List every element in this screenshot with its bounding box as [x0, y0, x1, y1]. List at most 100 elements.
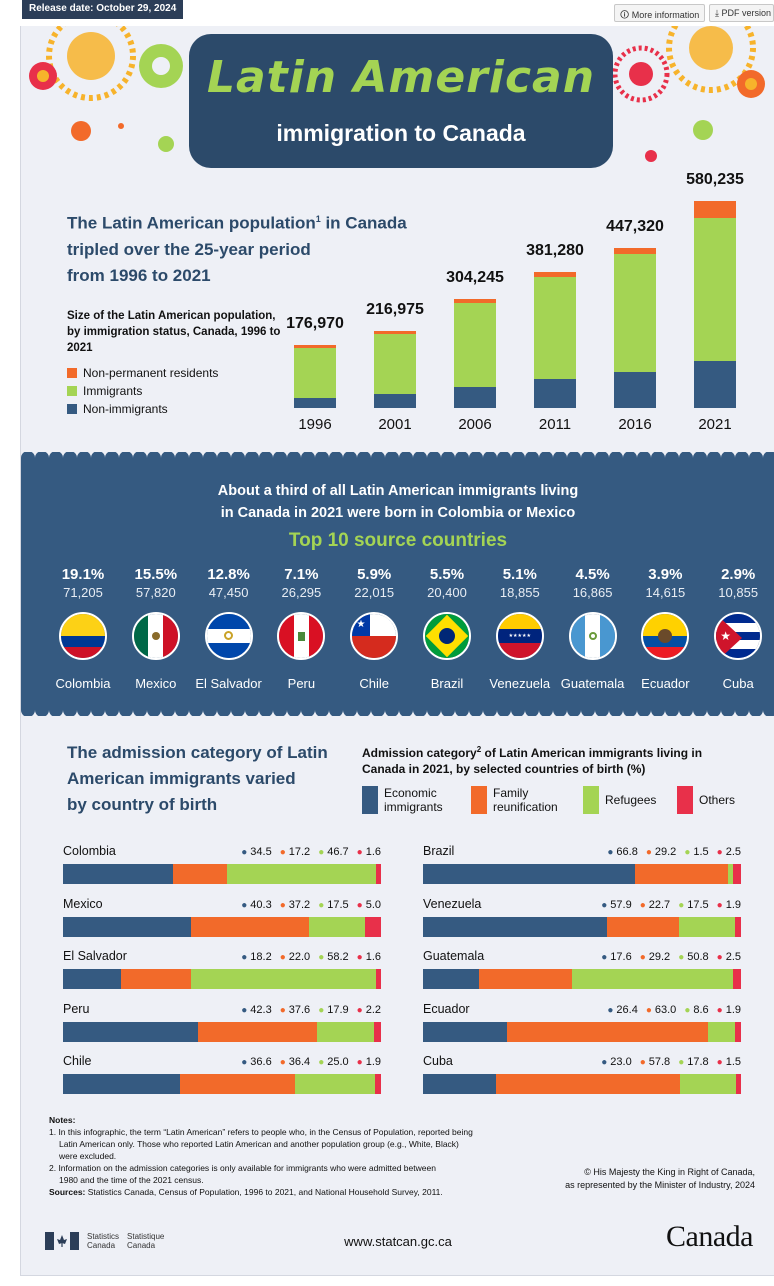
admission-values: 17.6 29.2 50.8 2.5 — [601, 951, 741, 963]
admission-bar — [423, 1021, 741, 1042]
value-e: 34.5 — [241, 846, 271, 858]
bar-segment-e — [423, 1021, 508, 1042]
legend-others: Others — [677, 786, 757, 814]
legend-economic: Economic immigrants — [362, 786, 472, 814]
s1-title-line1b: in Canada — [320, 213, 407, 233]
bar-segment-e — [63, 864, 173, 884]
admission-bar — [63, 969, 381, 989]
admission-bar — [423, 864, 741, 884]
value-o: 2.5 — [717, 846, 741, 858]
legend-swatch-orange — [67, 368, 77, 378]
bar-non-permanent-residents-2021 — [694, 200, 736, 218]
bar-immigrants-1996 — [294, 348, 336, 398]
bar-segment-e — [423, 864, 636, 884]
admission-country: Guatemala — [423, 949, 485, 963]
website-link[interactable]: www.statcan.gc.ca — [344, 1234, 452, 1249]
country-percentage: 19.1% — [61, 566, 105, 583]
bar-segment-o — [374, 1074, 381, 1094]
bar-segment-e — [63, 969, 121, 989]
top-bar: Release date: October 29, 2024 🛈 More in… — [0, 0, 774, 26]
country-name: Venezuela — [489, 676, 551, 691]
legend-label: Refugees — [605, 793, 657, 807]
admission-country: Colombia — [63, 844, 116, 858]
country-count: 26,295 — [281, 585, 322, 600]
bar-immigrants-2001 — [374, 334, 416, 395]
legend-label: Others — [699, 793, 736, 807]
value-r: 50.8 — [678, 951, 708, 963]
bar-total-label: 580,235 — [686, 170, 744, 188]
admission-bar — [63, 1021, 381, 1042]
country-guatemala: 4.5% 16,865 Guatemala — [555, 566, 631, 691]
bar-year-label: 1996 — [298, 416, 332, 433]
admission-bar — [63, 864, 381, 884]
chart-description: Size of the Latin American population, b… — [67, 310, 281, 354]
bar-segment-f — [179, 1074, 296, 1094]
bar-total-label: 381,280 — [526, 241, 584, 259]
bar-non-permanent-residents-2011 — [534, 271, 576, 277]
bar-segment-r — [679, 1074, 737, 1094]
admission-values: 57.9 22.7 17.5 1.9 — [601, 899, 741, 911]
value-e: 57.9 — [601, 899, 631, 911]
footer: Statistics Canada Statistique Canada www.s… — [21, 1214, 774, 1270]
bar-segment-f — [496, 1074, 680, 1094]
bar-segment-o — [375, 864, 381, 884]
bar-segment-f — [172, 864, 228, 884]
legend-family: Family reunification — [471, 786, 581, 814]
more-information-button[interactable]: 🛈 More information — [614, 4, 705, 22]
country-mexico: 15.5% 57,820 Mexico — [118, 566, 194, 691]
chile-flag-icon: ★ — [350, 612, 399, 660]
bar-segment-f — [197, 1021, 318, 1042]
admission-values: 40.3 37.2 17.5 5.0 — [241, 899, 381, 911]
bar-segment-f — [478, 969, 572, 989]
canada-flag-icon — [45, 1232, 79, 1250]
statcan-logo[interactable]: Statistics Canada Statistique Canada — [45, 1232, 164, 1250]
note1-line1: 1. In this infographic, the term “Latin … — [49, 1127, 473, 1137]
legend-label: Immigrants — [83, 384, 143, 398]
value-r: 17.9 — [318, 1004, 348, 1016]
bar-segment-e — [423, 1074, 497, 1094]
admission-row-cuba: Cuba 23.0 57.8 17.8 1.5 — [423, 1054, 741, 1098]
value-o: 2.2 — [357, 1004, 381, 1016]
value-e: 26.4 — [607, 1004, 637, 1016]
bar-non-immigrants-2011 — [534, 378, 576, 408]
bar-segment-e — [423, 916, 608, 937]
value-o: 2.5 — [717, 951, 741, 963]
bar-segment-o — [365, 916, 381, 937]
country-name: El Salvador — [195, 676, 262, 691]
bar-segment-f — [607, 916, 680, 937]
bar-segment-r — [571, 969, 734, 989]
value-e: 36.6 — [241, 1056, 271, 1068]
value-e: 17.6 — [601, 951, 631, 963]
bar-segment-r — [707, 1021, 735, 1042]
value-r: 58.2 — [318, 951, 348, 963]
admission-values: 66.8 29.2 1.5 2.5 — [607, 846, 741, 858]
admission-values: 36.6 36.4 25.0 1.9 — [241, 1056, 381, 1068]
admission-country: Brazil — [423, 844, 455, 858]
country-el-salvador: 12.8% 47,450 El Salvador — [191, 566, 267, 691]
country-venezuela: 5.1% 18,855 ★★★★★ Venezuela — [482, 566, 558, 691]
pdf-version-button[interactable]: ⤓ PDF version — [709, 4, 774, 22]
country-brazil: 5.5% 20,400 Brazil — [409, 566, 485, 691]
left-decor-icon — [29, 26, 183, 152]
legend-block-refugees — [583, 786, 599, 814]
country-name: Cuba — [722, 676, 754, 691]
country-chile: 5.9% 22,015 ★ Chile — [336, 566, 412, 691]
s3-title-line1: The admission category of Latin — [67, 743, 328, 762]
s1-title-line1: The Latin American population — [67, 213, 316, 233]
bar-segment-r — [227, 864, 376, 884]
bar-segment-o — [733, 969, 741, 989]
country-percentage: 5.9% — [357, 566, 392, 583]
pdf-version-label: PDF version — [721, 8, 772, 18]
country-name: Mexico — [135, 676, 177, 691]
admission-values: 18.2 22.0 58.2 1.6 — [241, 951, 381, 963]
note2-line1: 2. Information on the admission categori… — [49, 1163, 436, 1173]
admission-country: Chile — [63, 1054, 92, 1068]
country-percentage: 15.5% — [134, 566, 178, 583]
value-r: 17.5 — [318, 899, 348, 911]
bar-segment-o — [733, 864, 741, 884]
country-percentage: 12.8% — [207, 566, 250, 583]
bar-immigrants-2016 — [614, 254, 656, 373]
s3-sub-line1b: of Latin American immigrants living in — [481, 746, 703, 760]
legend-label: Economic immigrants — [384, 786, 443, 814]
legend-block-family — [471, 786, 487, 814]
